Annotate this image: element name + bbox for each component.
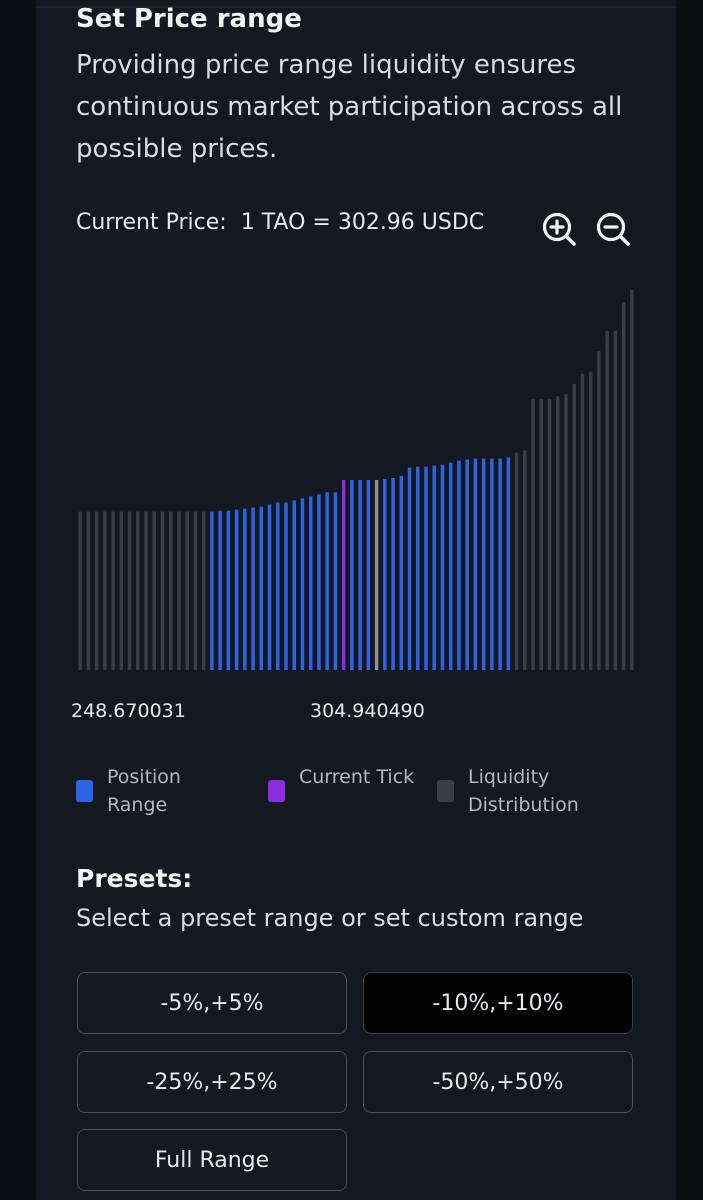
position-range-bar[interactable] [218, 510, 222, 670]
current-price-label: Current Price: [76, 210, 227, 235]
legend-label: Liquidity Distribution [468, 766, 579, 816]
liquidity-bar[interactable] [547, 399, 552, 670]
liquidity-bar[interactable] [119, 511, 124, 670]
current-price-row: Current Price: 1 TAO = 302.96 USDC [76, 210, 484, 235]
liquidity-bar[interactable] [185, 511, 189, 670]
position-range-bar[interactable] [333, 492, 338, 670]
zoom-in-icon [542, 212, 576, 246]
position-range-bar[interactable] [243, 508, 247, 670]
liquidity-bar[interactable] [111, 511, 115, 670]
position-range-bar[interactable] [481, 458, 486, 670]
preset-full-range-button[interactable]: Full Range [77, 1129, 347, 1191]
liquidity-bar[interactable] [523, 450, 527, 670]
position-range-bar[interactable] [424, 466, 428, 670]
position-range-bar[interactable] [317, 494, 321, 670]
position-range-bar[interactable] [448, 462, 453, 670]
legend-current-tick: Current Tick [268, 763, 429, 802]
section-description: Providing price range liquidity ensures … [76, 50, 623, 164]
liquidity-bar[interactable] [103, 511, 107, 670]
liquidity-bar[interactable] [588, 371, 593, 670]
legend-label: Position Range [107, 766, 181, 816]
preset-10-button[interactable]: -10%,+10% [363, 972, 633, 1034]
position-range-bar[interactable] [457, 460, 461, 670]
position-range-bar[interactable] [350, 480, 354, 670]
liquidity-bar[interactable] [630, 290, 634, 670]
presets-subtitle: Select a preset range or set custom rang… [76, 904, 584, 932]
position-range-bar[interactable] [498, 458, 502, 670]
presets-title: Presets: [76, 864, 193, 893]
position-range-bar[interactable] [259, 506, 264, 670]
liquidity-bar[interactable] [605, 330, 609, 670]
position-range-bar[interactable] [234, 509, 239, 670]
liquidity-bar[interactable] [514, 452, 519, 670]
position-range-bar[interactable] [465, 459, 469, 670]
liquidity-bar[interactable] [86, 511, 91, 670]
legend-swatch-current [268, 780, 285, 802]
panel-divider [36, 6, 676, 8]
position-range-bar[interactable] [399, 475, 404, 670]
current-price-value: 1 TAO = 302.96 USDC [240, 210, 485, 235]
position-range-bar[interactable] [432, 465, 436, 670]
position-range-bar[interactable] [366, 480, 371, 670]
range-min-label: 248.670031 [71, 700, 186, 722]
position-range-bar[interactable] [251, 507, 255, 670]
price-marker-bar[interactable] [374, 480, 379, 670]
liquidity-chart[interactable] [76, 290, 636, 675]
liquidity-bar[interactable] [193, 511, 198, 670]
liquidity-bar[interactable] [201, 511, 206, 670]
position-range-bar[interactable] [490, 458, 494, 670]
liquidity-bar[interactable] [556, 396, 560, 670]
position-range-bar[interactable] [440, 464, 445, 670]
legend-swatch-position [76, 780, 93, 802]
position-range-bar[interactable] [210, 511, 214, 670]
position-range-bar[interactable] [308, 496, 313, 670]
liquidity-bar[interactable] [621, 302, 626, 670]
position-range-bar[interactable] [284, 502, 288, 670]
position-range-bar[interactable] [276, 502, 280, 670]
position-range-bar[interactable] [267, 504, 272, 670]
liquidity-bar[interactable] [94, 511, 99, 670]
position-range-bar[interactable] [292, 500, 296, 670]
liquidity-bar[interactable] [564, 394, 568, 670]
current-tick-bar[interactable] [341, 480, 346, 670]
position-range-bar[interactable] [383, 478, 387, 670]
range-current-label: 304.940490 [310, 700, 425, 722]
position-range-bar[interactable] [473, 458, 478, 670]
liquidity-bar[interactable] [531, 399, 535, 670]
zoom-in-button[interactable] [540, 210, 578, 248]
legend-label: Current Tick [299, 766, 415, 788]
section-title: Set Price range [76, 4, 302, 34]
liquidity-bar[interactable] [572, 383, 576, 670]
position-range-bar[interactable] [300, 498, 305, 670]
liquidity-bar[interactable] [168, 511, 173, 670]
liquidity-bar[interactable] [597, 351, 601, 670]
liquidity-bar[interactable] [127, 511, 132, 670]
position-range-bar[interactable] [506, 457, 511, 670]
preset-25-button[interactable]: -25%,+25% [77, 1051, 347, 1113]
position-range-bar[interactable] [358, 480, 362, 670]
liquidity-bar[interactable] [144, 511, 148, 670]
position-range-bar[interactable] [416, 466, 420, 670]
legend-position-range: Position Range [76, 763, 237, 819]
liquidity-bar[interactable] [580, 373, 585, 670]
liquidity-bar[interactable] [136, 511, 140, 670]
preset-50-button[interactable]: -50%,+50% [363, 1051, 633, 1113]
position-range-bar[interactable] [226, 510, 231, 670]
liquidity-bar[interactable] [152, 511, 156, 670]
position-range-bar[interactable] [407, 467, 412, 670]
liquidity-bar[interactable] [613, 330, 618, 670]
position-range-bar[interactable] [391, 477, 395, 670]
liquidity-bar[interactable] [539, 399, 544, 670]
liquidity-bar[interactable] [177, 511, 181, 670]
legend-liquidity-distribution: Liquidity Distribution [437, 763, 598, 819]
liquidity-bar[interactable] [78, 511, 82, 670]
zoom-out-button[interactable] [594, 210, 632, 248]
liquidity-bar[interactable] [160, 511, 165, 670]
current-price-gap [227, 210, 241, 235]
position-range-bar[interactable] [325, 492, 329, 670]
zoom-out-icon [596, 212, 630, 246]
legend-swatch-distribution [437, 780, 454, 802]
preset-5-button[interactable]: -5%,+5% [77, 972, 347, 1034]
